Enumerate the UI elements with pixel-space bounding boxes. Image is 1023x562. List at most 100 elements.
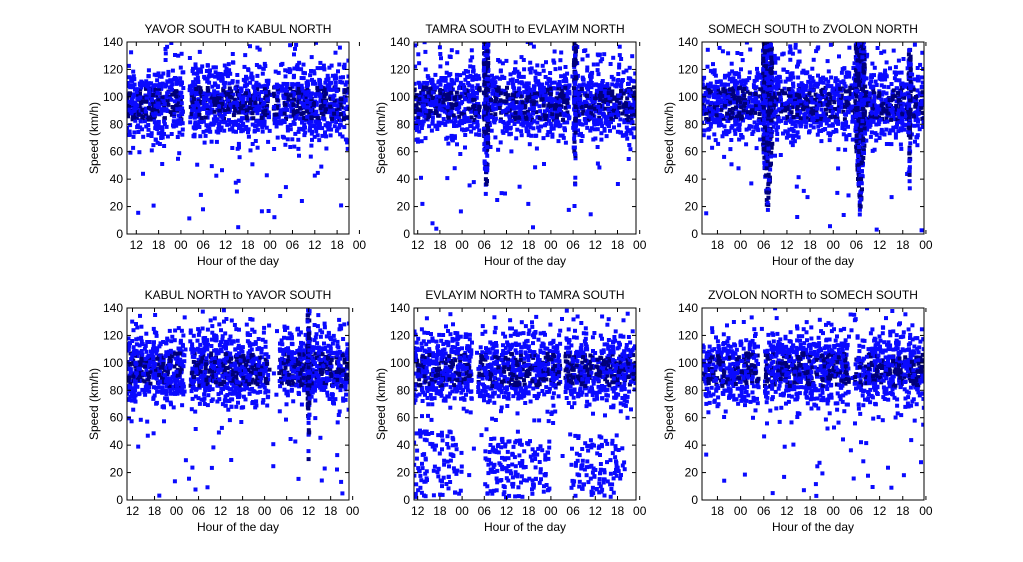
data-point-1495	[595, 52, 600, 57]
data-point-120	[884, 60, 889, 65]
data-point-1732	[573, 124, 578, 129]
data-point-347	[284, 114, 289, 119]
data-point-384	[304, 103, 309, 108]
data-point-874	[207, 80, 212, 85]
data-point-1138	[783, 108, 788, 113]
data-point-446	[778, 153, 783, 157]
data-point-1675	[486, 118, 491, 122]
data-point-1609	[482, 58, 487, 63]
data-point-802	[842, 81, 847, 86]
data-point-901	[515, 127, 520, 132]
data-point-1291	[152, 72, 157, 77]
data-point-1612	[337, 45, 342, 50]
data-point-1464	[526, 201, 531, 206]
data-point-639	[222, 128, 227, 133]
data-point-1608	[255, 45, 260, 50]
data-point-1421	[323, 130, 327, 135]
data-point-89	[224, 66, 229, 71]
data-point-322	[597, 115, 602, 120]
data-point-992	[227, 122, 232, 127]
data-point-1522	[156, 91, 161, 96]
data-point-1012	[251, 116, 256, 121]
data-point-380	[626, 76, 631, 81]
data-point-549	[617, 62, 622, 67]
data-point-1230	[553, 103, 558, 108]
data-point-268	[193, 65, 198, 70]
data-point-1252	[839, 101, 844, 106]
data-point-1224	[597, 121, 601, 125]
data-point-1073	[414, 87, 417, 92]
data-point-676	[726, 73, 731, 78]
data-point-1213	[447, 97, 452, 101]
data-point-730	[579, 131, 583, 136]
data-point-1542	[297, 93, 302, 98]
data-point-564	[595, 127, 600, 132]
y-tick-label: 120	[103, 62, 123, 76]
data-point-1190	[242, 64, 247, 69]
data-point-910	[819, 114, 824, 119]
data-point-1129	[779, 109, 784, 114]
data-point-1018	[235, 73, 240, 77]
data-point-1321	[457, 120, 462, 125]
data-point-560	[595, 145, 600, 149]
data-point-1066	[253, 92, 258, 97]
data-point-1336	[737, 86, 741, 91]
data-point-768	[309, 69, 313, 73]
data-point-1418	[625, 136, 630, 141]
data-point-813	[829, 95, 834, 100]
data-point-1167	[628, 109, 633, 114]
data-point-1049	[127, 99, 132, 104]
data-point-1142	[259, 98, 264, 102]
data-point-1038	[449, 109, 454, 114]
data-point-1455	[595, 161, 600, 166]
data-point-879	[714, 95, 719, 100]
data-point-1442	[458, 73, 463, 78]
x-tick-label: 00	[353, 238, 367, 252]
data-point-100	[823, 85, 828, 90]
data-point-906	[621, 91, 626, 96]
data-point-1251	[754, 77, 759, 82]
data-point-895	[135, 96, 140, 101]
data-point-109	[776, 125, 780, 130]
data-point-638	[718, 116, 722, 121]
data-point-914	[920, 102, 924, 107]
data-point-826	[777, 75, 782, 80]
data-point-876	[606, 102, 610, 107]
data-point-805	[899, 82, 904, 87]
data-point-1200	[891, 116, 896, 121]
data-point-429	[244, 116, 249, 121]
data-point-1481	[329, 96, 333, 101]
data-point-403	[835, 107, 840, 112]
data-point-1259	[436, 120, 441, 125]
data-point-1168	[246, 127, 251, 132]
data-point-1264	[712, 68, 717, 73]
data-point-1103	[737, 97, 742, 102]
data-point-984	[475, 124, 480, 129]
data-point-1016	[448, 72, 453, 77]
data-point-1192	[169, 97, 174, 102]
data-point-1440	[489, 115, 493, 119]
data-point-1267	[603, 116, 608, 121]
data-point-967	[327, 108, 332, 113]
data-point-996	[169, 79, 174, 84]
data-point-1086	[244, 127, 249, 132]
data-point-1120	[288, 127, 293, 132]
data-point-469	[504, 129, 509, 133]
data-point-1159	[512, 86, 517, 91]
data-point-1776	[574, 97, 578, 101]
data-point-1216	[806, 79, 811, 84]
data-point-970	[462, 114, 467, 119]
data-point-1617	[257, 47, 262, 52]
data-point-410	[244, 125, 249, 129]
data-point-434	[867, 81, 872, 86]
data-point-897	[773, 153, 777, 158]
data-point-606	[737, 74, 742, 79]
data-point-1204	[556, 104, 561, 109]
data-point-476	[132, 130, 137, 135]
data-point-1463	[499, 191, 504, 196]
data-point-1105	[223, 80, 228, 85]
data-point-1293	[233, 108, 238, 113]
data-point-1127	[774, 86, 779, 91]
data-point-578	[612, 112, 617, 117]
data-point-1544	[249, 97, 254, 102]
